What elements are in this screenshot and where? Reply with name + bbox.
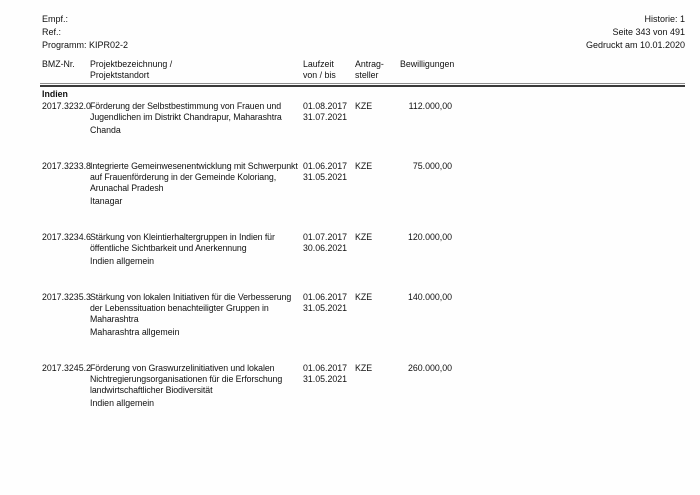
- divider-thin-line: [40, 83, 685, 84]
- col-header-antragsteller-line2: steller: [355, 70, 379, 80]
- col-header-antragsteller-line1: Antrag-: [355, 59, 384, 69]
- description-line: Stärkung von lokalen Initiativen für die…: [90, 292, 292, 302]
- project-cell: Förderung der Selbstbestimmung von Fraue…: [90, 101, 303, 136]
- project-cell: Integrierte Gemeinwesenentwicklung mit S…: [90, 161, 303, 207]
- approved-amount: 140.000,00: [407, 292, 452, 302]
- description-line: Förderung von Graswurzelinitiativen und …: [90, 363, 275, 373]
- table-header-row: BMZ-Nr. Projektbezeichnung / Projektstan…: [0, 59, 700, 81]
- bmz-number: 2017.3245.2: [42, 363, 91, 373]
- project-duration: 01.06.2017 31.05.2021: [303, 292, 355, 338]
- duration-from: 01.07.2017: [303, 232, 348, 242]
- bmz-number: 2017.3233.8: [42, 161, 91, 171]
- description-line: Maharashtra: [90, 314, 139, 324]
- printed-date-text: Gedruckt am 10.01.2020: [585, 40, 685, 50]
- project-description: Stärkung von Kleintierhaltergruppen in I…: [90, 232, 303, 254]
- applicant: KZE: [355, 232, 373, 242]
- table-row: 2017.3233.8 Integrierte Gemeinwesenentwi…: [0, 161, 700, 207]
- page-header: Empf.: Ref.: Programm: KIPR02-2 Historie…: [0, 0, 700, 52]
- project-location: Chanda: [90, 125, 121, 135]
- project-description: Förderung der Selbstbestimmung von Fraue…: [90, 101, 303, 123]
- col-header-bmz: BMZ-Nr.: [42, 59, 75, 69]
- bmz-number: 2017.3232.0: [42, 101, 91, 111]
- program-label: Programm: KIPR02-2: [42, 40, 129, 50]
- table-row: 2017.3234.6 Stärkung von Kleintierhalter…: [0, 232, 700, 267]
- project-description: Stärkung von lokalen Initiativen für die…: [90, 292, 303, 325]
- approved-amount: 75.000,00: [412, 161, 452, 171]
- duration-to: 30.06.2021: [303, 243, 348, 253]
- table-row: 2017.3235.3 Stärkung von lokalen Initiat…: [0, 292, 700, 338]
- historie-text: Historie: 1: [644, 14, 685, 24]
- duration-to: 31.05.2021: [303, 303, 348, 313]
- table-row: 2017.3232.0 Förderung der Selbstbestimmu…: [0, 101, 700, 136]
- country-section-header: Indien: [42, 89, 68, 99]
- project-location: Indien allgemein: [90, 256, 155, 266]
- description-line: Arunachal Pradesh: [90, 183, 164, 193]
- applicant: KZE: [355, 292, 373, 302]
- project-duration: 01.07.2017 30.06.2021: [303, 232, 355, 267]
- description-line: Integrierte Gemeinwesenentwicklung mit S…: [90, 161, 298, 171]
- approved-amount: 120.000,00: [407, 232, 452, 242]
- description-line: der Lebenssituation benachteiligter Grup…: [90, 303, 269, 313]
- bmz-number: 2017.3234.6: [42, 232, 91, 242]
- col-header-laufzeit-line1: Laufzeit: [303, 59, 334, 69]
- description-line: Nichtregierungsorganisationen für die Er…: [90, 374, 283, 384]
- project-location: Indien allgemein: [90, 398, 155, 408]
- description-line: Jugendlichen im Distrikt Chandrapur, Mah…: [90, 112, 282, 122]
- header-divider: [40, 83, 685, 87]
- table-body: 2017.3232.0 Förderung der Selbstbestimmu…: [0, 101, 700, 409]
- duration-from: 01.08.2017: [303, 101, 348, 111]
- description-line: öffentliche Sichtbarkeit und Anerkennung: [90, 243, 247, 253]
- col-header-antragsteller: Antrag- steller: [355, 59, 400, 81]
- approved-amount: 260.000,00: [407, 363, 452, 373]
- col-header-laufzeit: Laufzeit von / bis: [303, 59, 355, 81]
- duration-to: 31.05.2021: [303, 374, 348, 384]
- col-header-laufzeit-line2: von / bis: [303, 70, 336, 80]
- description-line: Förderung der Selbstbestimmung von Fraue…: [90, 101, 282, 111]
- project-location: Maharashtra allgemein: [90, 327, 180, 337]
- project-description: Förderung von Graswurzelinitiativen und …: [90, 363, 303, 396]
- applicant: KZE: [355, 101, 373, 111]
- project-duration: 01.06.2017 31.05.2021: [303, 363, 355, 409]
- applicant: KZE: [355, 161, 373, 171]
- duration-to: 31.05.2021: [303, 172, 348, 182]
- description-line: landwirtschaftlicher Biodiversität: [90, 385, 213, 395]
- description-line: Stärkung von Kleintierhaltergruppen in I…: [90, 232, 275, 242]
- table-row: 2017.3245.2 Förderung von Graswurzelinit…: [0, 363, 700, 409]
- project-description: Integrierte Gemeinwesenentwicklung mit S…: [90, 161, 303, 194]
- reference-label: Ref.:: [42, 27, 62, 37]
- project-location: Itanagar: [90, 196, 123, 206]
- divider-thick-line: [40, 85, 685, 87]
- duration-from: 01.06.2017: [303, 292, 348, 302]
- col-header-project-line2: Projektstandort: [90, 70, 150, 80]
- address-block: Empf.: Ref.: Programm: KIPR02-2: [42, 13, 128, 52]
- col-header-bewilligungen: Bewilligungen: [400, 59, 455, 69]
- duration-to: 31.07.2021: [303, 112, 348, 122]
- description-line: auf Frauenförderung in der Gemeinde Kolo…: [90, 172, 277, 182]
- applicant: KZE: [355, 363, 373, 373]
- project-duration: 01.06.2017 31.05.2021: [303, 161, 355, 207]
- duration-from: 01.06.2017: [303, 161, 348, 171]
- bmz-number: 2017.3235.3: [42, 292, 91, 302]
- project-cell: Förderung von Graswurzelinitiativen und …: [90, 363, 303, 409]
- col-header-project: Projektbezeichnung / Projektstandort: [90, 59, 303, 81]
- project-cell: Stärkung von lokalen Initiativen für die…: [90, 292, 303, 338]
- project-cell: Stärkung von Kleintierhaltergruppen in I…: [90, 232, 303, 267]
- duration-from: 01.06.2017: [303, 363, 348, 373]
- print-info-block: Historie: 1 Seite 343 von 491 Gedruckt a…: [586, 13, 685, 52]
- col-header-project-line1: Projektbezeichnung /: [90, 59, 173, 69]
- page-number-text: Seite 343 von 491: [612, 27, 685, 37]
- approved-amount: 112.000,00: [408, 101, 452, 111]
- recipient-label: Empf.:: [42, 14, 69, 24]
- project-duration: 01.08.2017 31.07.2021: [303, 101, 355, 136]
